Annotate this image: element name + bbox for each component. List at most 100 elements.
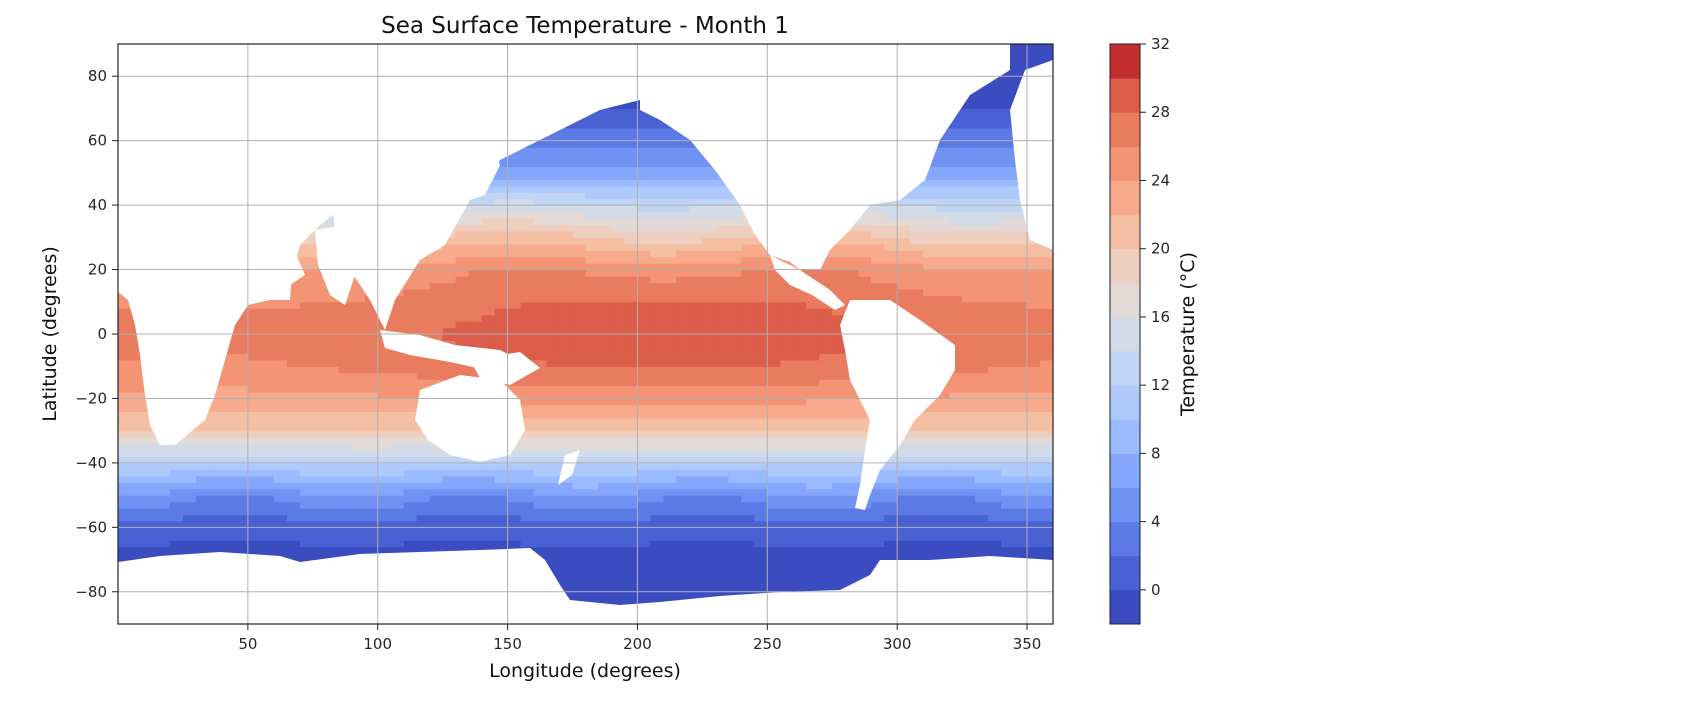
sst-cell xyxy=(962,411,976,419)
sst-cell xyxy=(611,488,626,496)
sst-cell xyxy=(949,456,963,464)
sst-cell xyxy=(559,450,574,458)
sst-cell xyxy=(1014,404,1028,412)
sst-cell xyxy=(598,211,613,219)
sst-cell xyxy=(884,269,898,277)
sst-cell xyxy=(962,546,976,554)
sst-cell xyxy=(689,185,703,193)
sst-cell xyxy=(468,514,483,522)
sst-cell xyxy=(234,501,249,509)
sst-cell xyxy=(598,572,613,580)
sst-cell xyxy=(520,250,535,258)
sst-cell xyxy=(689,301,703,309)
sst-cell xyxy=(533,392,548,400)
sst-cell xyxy=(572,198,587,206)
sst-cell xyxy=(273,456,288,464)
sst-cell xyxy=(832,482,846,490)
sst-cell xyxy=(559,250,574,258)
sst-cell xyxy=(182,488,197,496)
sst-cell xyxy=(585,404,600,412)
sst-cell xyxy=(923,540,937,548)
sst-cell xyxy=(247,353,262,361)
sst-cell xyxy=(871,540,885,548)
sst-cell xyxy=(949,482,963,490)
sst-cell xyxy=(455,546,470,554)
sst-cell xyxy=(676,263,690,271)
sst-cell xyxy=(936,482,950,490)
sst-cell xyxy=(949,211,963,219)
sst-cell xyxy=(676,327,690,335)
sst-cell xyxy=(442,314,457,322)
sst-cell xyxy=(351,314,366,322)
sst-cell xyxy=(975,411,989,419)
sst-cell xyxy=(988,263,1002,271)
sst-cell xyxy=(624,379,639,387)
sst-cell xyxy=(715,591,729,599)
sst-cell xyxy=(676,392,690,400)
sst-cell xyxy=(338,321,353,329)
sst-cell xyxy=(962,520,976,528)
sst-cell xyxy=(286,488,301,496)
sst-cell xyxy=(208,450,223,458)
sst-cell xyxy=(468,520,483,528)
sst-cell xyxy=(702,372,716,380)
sst-cell xyxy=(118,546,132,554)
sst-cell xyxy=(819,533,833,541)
sst-cell xyxy=(871,269,885,277)
sst-cell xyxy=(650,475,665,483)
sst-cell xyxy=(520,450,535,458)
sst-cell xyxy=(572,540,587,548)
sst-cell xyxy=(663,327,678,335)
sst-cell xyxy=(364,450,379,458)
sst-cell xyxy=(546,263,561,271)
sst-cell xyxy=(962,450,976,458)
sst-cell xyxy=(754,443,768,451)
sst-cell xyxy=(442,533,457,541)
sst-cell xyxy=(819,520,833,528)
sst-cell xyxy=(702,566,716,574)
sst-cell xyxy=(663,314,678,322)
sst-cell xyxy=(416,372,431,380)
sst-cell xyxy=(1001,411,1015,419)
sst-cell xyxy=(741,495,755,503)
sst-cell xyxy=(507,327,522,335)
sst-cell xyxy=(260,430,275,438)
sst-cell xyxy=(416,276,431,284)
sst-cell xyxy=(676,185,690,193)
sst-cell xyxy=(273,340,288,348)
sst-cell xyxy=(533,456,548,464)
sst-cell xyxy=(377,411,392,419)
sst-cell xyxy=(572,392,587,400)
sst-cell xyxy=(936,424,950,432)
sst-cell xyxy=(234,321,249,329)
sst-cell xyxy=(975,392,989,400)
sst-cell xyxy=(364,482,379,490)
sst-cell xyxy=(650,424,665,432)
sst-cell xyxy=(741,218,755,226)
sst-cell xyxy=(403,295,418,303)
sst-cell xyxy=(637,462,652,470)
sst-cell xyxy=(975,340,989,348)
sst-cell xyxy=(988,366,1002,374)
sst-cell xyxy=(676,288,690,296)
sst-cell xyxy=(767,346,781,354)
sst-cell xyxy=(637,385,652,393)
sst-cell xyxy=(118,346,132,354)
sst-cell xyxy=(130,424,145,432)
sst-cell xyxy=(377,520,392,528)
sst-cell xyxy=(923,495,937,503)
sst-cell xyxy=(234,450,249,458)
sst-cell xyxy=(819,437,833,445)
sst-cell xyxy=(923,269,937,277)
sst-cell xyxy=(260,321,275,329)
sst-cell xyxy=(1027,424,1041,432)
sst-cell xyxy=(286,372,301,380)
sst-cell xyxy=(988,430,1002,438)
sst-cell xyxy=(936,282,950,290)
sst-cell xyxy=(793,321,807,329)
sst-cell xyxy=(1027,269,1041,277)
sst-cell xyxy=(819,559,833,567)
sst-cell xyxy=(689,508,703,516)
sst-cell xyxy=(1001,366,1015,374)
sst-cell xyxy=(416,443,431,451)
